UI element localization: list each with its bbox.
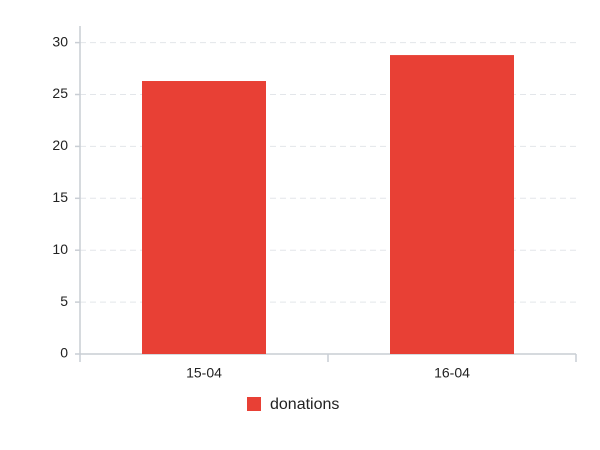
y-tick-label: 0 bbox=[60, 345, 68, 361]
x-tick-label: 15-04 bbox=[186, 365, 222, 381]
legend-swatch bbox=[247, 397, 261, 411]
bar bbox=[142, 81, 266, 354]
y-tick-label: 10 bbox=[52, 241, 68, 257]
legend-label: donations bbox=[270, 396, 339, 413]
y-tick-label: 25 bbox=[52, 85, 68, 101]
y-tick-label: 20 bbox=[52, 137, 68, 153]
y-tick-label: 15 bbox=[52, 189, 68, 205]
bar bbox=[390, 55, 514, 354]
x-tick-label: 16-04 bbox=[434, 365, 470, 381]
y-tick-label: 5 bbox=[60, 293, 68, 309]
y-tick-label: 30 bbox=[52, 33, 68, 49]
